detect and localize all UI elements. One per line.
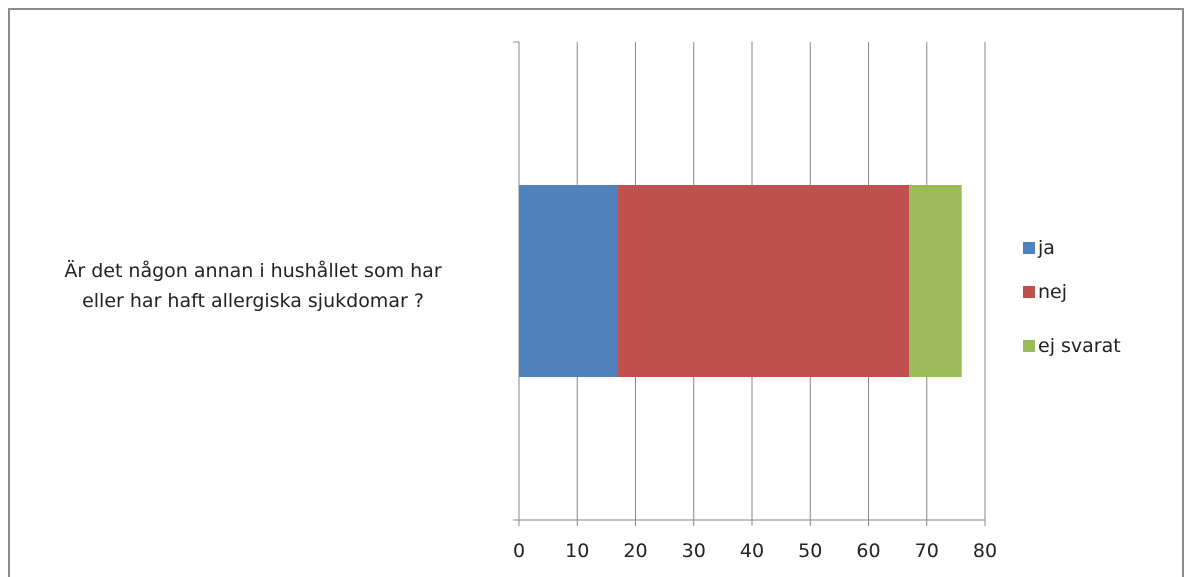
x-tick-label-60: 60 (856, 540, 880, 562)
legend-swatch-ej-svarat (1023, 340, 1035, 352)
x-tick-label-70: 70 (915, 540, 939, 562)
category-label: Är det någon annan i hushållet som har el… (64, 259, 441, 312)
legend: ja nej ej svarat (1023, 237, 1121, 357)
legend-swatch-ja (1023, 242, 1035, 254)
x-tick-label-10: 10 (565, 540, 589, 562)
legend-label-nej: nej (1038, 281, 1067, 303)
bars (519, 185, 962, 377)
x-tick-label-40: 40 (740, 540, 764, 562)
x-tick-label-50: 50 (798, 540, 822, 562)
x-tick-label-20: 20 (623, 540, 647, 562)
legend-swatch-nej (1023, 286, 1035, 298)
category-label-line-2: eller har haft allergiska sjukdomar ? (82, 290, 424, 312)
category-label-line-1: Är det någon annan i hushållet som har (64, 259, 441, 282)
x-tick-label-30: 30 (682, 540, 706, 562)
legend-label-ja: ja (1037, 237, 1055, 259)
bar-nej (618, 185, 910, 377)
legend-label-ej-svarat: ej svarat (1038, 335, 1121, 357)
x-tick-label-80: 80 (973, 540, 997, 562)
x-tick-labels: 0 10 20 30 40 50 60 70 80 (513, 540, 997, 562)
bar-ja (519, 185, 619, 377)
x-tick-label-0: 0 (513, 540, 525, 562)
bar-ej-svarat (909, 185, 962, 377)
